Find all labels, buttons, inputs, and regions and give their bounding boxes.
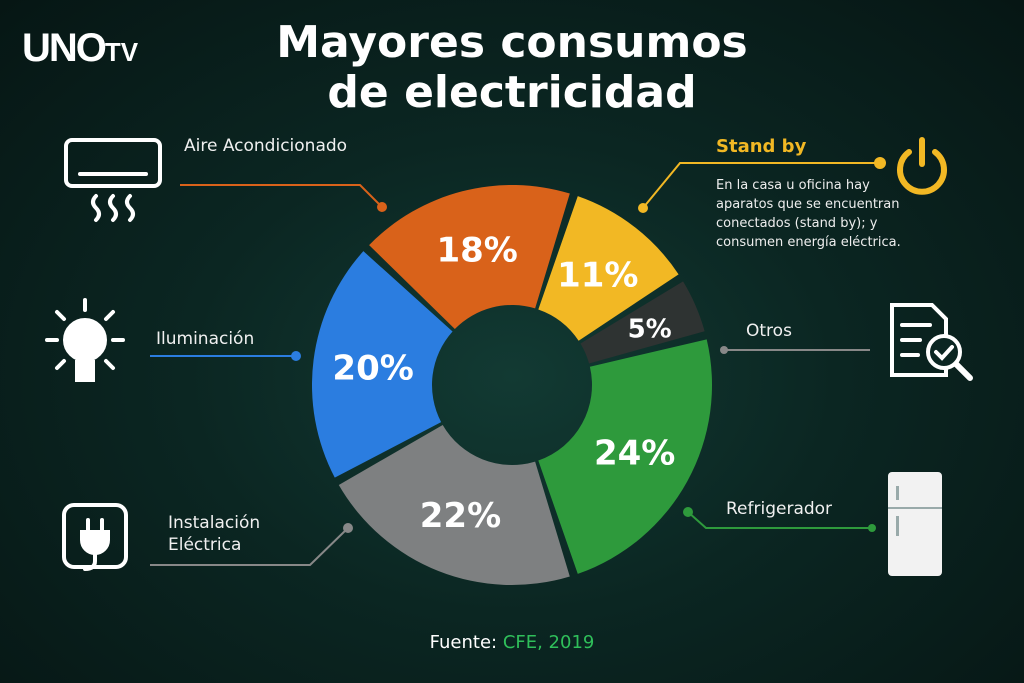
- label-instalacion-electrica: Instalación Eléctrica: [168, 513, 261, 555]
- data-label: 22%: [420, 496, 501, 536]
- leader-standby: [642, 162, 880, 209]
- standby-title: Stand by: [716, 136, 807, 157]
- data-label: 20%: [332, 348, 413, 388]
- leader-dot-instalacion: [343, 523, 353, 533]
- document-search-icon: [890, 303, 973, 381]
- leader-dot-refrigerador: [683, 507, 693, 517]
- slice-stand-by: [538, 196, 679, 341]
- power-icon: [897, 137, 947, 195]
- data-label: 24%: [594, 433, 675, 473]
- label-refrigerador: Refrigerador: [726, 499, 833, 519]
- refrigerator-icon: [888, 472, 942, 576]
- leader-refrigerador: [687, 511, 872, 529]
- slice-aire-acondicionado: [369, 185, 570, 330]
- lightbulb-icon: [45, 298, 125, 382]
- slice-otros: [580, 281, 705, 364]
- air-conditioner-icon: [64, 138, 162, 222]
- leader-aire: [180, 184, 383, 208]
- slice-instalaci-n-el-ctrica: [338, 425, 570, 585]
- label-iluminacion: Iluminación: [156, 329, 255, 349]
- data-label: 5%: [628, 314, 672, 344]
- leader-instalacion: [150, 527, 349, 566]
- data-label: 18%: [436, 230, 517, 270]
- leader-dot-standby: [638, 203, 648, 213]
- title-line-1: Mayores consumos: [276, 17, 748, 68]
- logo-suffix: TV: [104, 37, 139, 67]
- leader-dot-aire: [377, 202, 387, 212]
- data-label: 11%: [557, 255, 638, 295]
- label-otros: Otros: [746, 321, 792, 341]
- footer-label: Fuente:: [429, 632, 503, 653]
- standby-description: En la casa u oficina hay aparatos que se…: [716, 178, 901, 250]
- logo-main: UNO: [22, 26, 107, 70]
- leader-dot-iluminacion: [291, 351, 301, 361]
- page-title: Mayores consumos de electricidad: [0, 18, 1024, 118]
- plug-icon: [62, 503, 128, 571]
- label-aire-acondicionado: Aire Acondicionado: [184, 136, 348, 156]
- slice-refrigerador: [538, 339, 712, 574]
- leader-dot-otros: [720, 346, 728, 354]
- title-line-2: de electricidad: [327, 67, 697, 118]
- footer-source: CFE, 2019: [502, 632, 595, 653]
- unotv-logo: UNOTV: [22, 26, 138, 71]
- slice-iluminaci-n: [311, 251, 453, 478]
- source-footer: Fuente: CFE, 2019: [0, 632, 1024, 653]
